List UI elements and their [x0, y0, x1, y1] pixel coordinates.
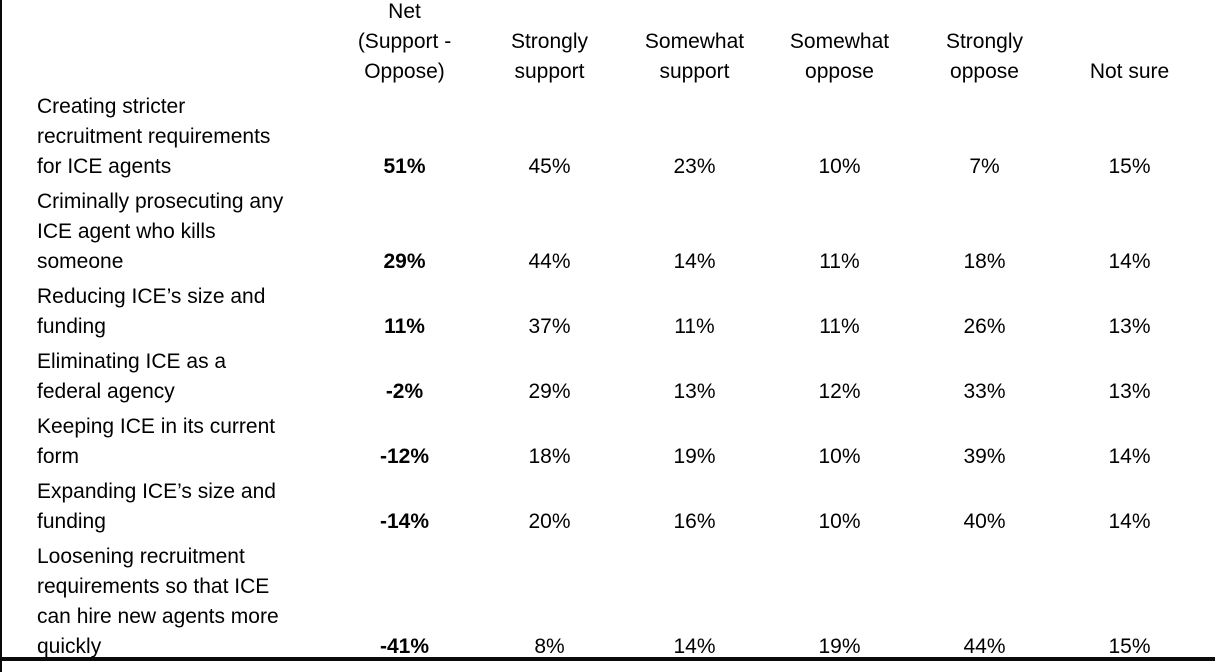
- row-label: Keeping ICE in its current form: [37, 415, 276, 468]
- value-cell: 39%: [963, 445, 1006, 468]
- value-cell: 10%: [818, 510, 861, 533]
- value-cell: 7%: [969, 155, 1000, 178]
- net-value-cell: -12%: [379, 445, 430, 468]
- value-cell: 15%: [1108, 155, 1151, 178]
- value-cell: 18%: [528, 445, 571, 468]
- row-label: Eliminating ICE as a federal agency: [37, 350, 227, 403]
- value-cell: 20%: [528, 510, 571, 533]
- value-cell: 16%: [673, 510, 716, 533]
- value-cell: 14%: [673, 635, 716, 658]
- value-cell: 13%: [1108, 315, 1151, 338]
- ice-policy-support-table: Net (Support - Oppose) Strongly support …: [2, 0, 1202, 662]
- value-cell: 11%: [819, 315, 860, 338]
- value-cell: 44%: [528, 250, 571, 273]
- value-cell: 44%: [963, 635, 1006, 658]
- table-row: Expanding ICE’s size and funding -14% 20…: [2, 472, 1202, 537]
- row-label: Criminally prosecuting any ICE agent who…: [37, 190, 284, 273]
- value-cell: 10%: [818, 155, 861, 178]
- value-cell: 14%: [1108, 250, 1151, 273]
- value-cell: 18%: [963, 250, 1006, 273]
- net-value-cell: -41%: [379, 635, 430, 658]
- value-cell: 40%: [963, 510, 1006, 533]
- value-cell: 45%: [528, 155, 571, 178]
- value-cell: 19%: [673, 445, 716, 468]
- value-cell: 23%: [673, 155, 716, 178]
- table-row: Keeping ICE in its current form -12% 18%…: [2, 407, 1202, 472]
- left-page-edge-line: [0, 0, 2, 672]
- value-cell: 11%: [819, 250, 860, 273]
- value-cell: 14%: [673, 250, 716, 273]
- net-value-cell: -2%: [385, 380, 424, 403]
- header-row: Net (Support - Oppose) Strongly support …: [2, 0, 1202, 87]
- value-cell: 11%: [674, 315, 715, 338]
- value-cell: 26%: [963, 315, 1006, 338]
- net-value-cell: 11%: [384, 315, 425, 338]
- column-header-not-sure: Not sure: [1089, 60, 1170, 83]
- value-cell: 14%: [1108, 510, 1151, 533]
- column-header-somewhat-support: Somewhat support: [644, 30, 745, 83]
- value-cell: 19%: [818, 635, 861, 658]
- row-label: Loosening recruitment requirements so th…: [37, 545, 279, 658]
- table-row: Creating stricter recruitment requiremen…: [2, 87, 1202, 182]
- row-label: Creating stricter recruitment requiremen…: [37, 95, 271, 178]
- table-row: Eliminating ICE as a federal agency -2% …: [2, 342, 1202, 407]
- value-cell: 13%: [673, 380, 716, 403]
- corner-header-empty: [2, 0, 332, 87]
- value-cell: 14%: [1108, 445, 1151, 468]
- column-header-strongly-oppose: Strongly oppose: [945, 30, 1024, 83]
- value-cell: 10%: [818, 445, 861, 468]
- column-header-strongly-support: Strongly support: [510, 30, 589, 83]
- column-header-somewhat-oppose: Somewhat oppose: [789, 30, 890, 83]
- value-cell: 8%: [534, 635, 565, 658]
- table-row: Criminally prosecuting any ICE agent who…: [2, 182, 1202, 277]
- value-cell: 33%: [963, 380, 1006, 403]
- column-header-net: Net (Support - Oppose): [357, 0, 452, 83]
- table-row: Loosening recruitment requirements so th…: [2, 537, 1202, 662]
- net-value-cell: 51%: [383, 155, 426, 178]
- value-cell: 12%: [818, 380, 861, 403]
- row-label: Reducing ICE’s size and funding: [37, 285, 266, 338]
- net-value-cell: 29%: [383, 250, 426, 273]
- net-value-cell: -14%: [379, 510, 430, 533]
- value-cell: 29%: [528, 380, 571, 403]
- row-label: Expanding ICE’s size and funding: [37, 480, 276, 533]
- table-bottom-rule: [0, 657, 1215, 661]
- value-cell: 13%: [1108, 380, 1151, 403]
- table-row: Reducing ICE’s size and funding 11% 37% …: [2, 277, 1202, 342]
- value-cell: 37%: [528, 315, 571, 338]
- value-cell: 15%: [1108, 635, 1151, 658]
